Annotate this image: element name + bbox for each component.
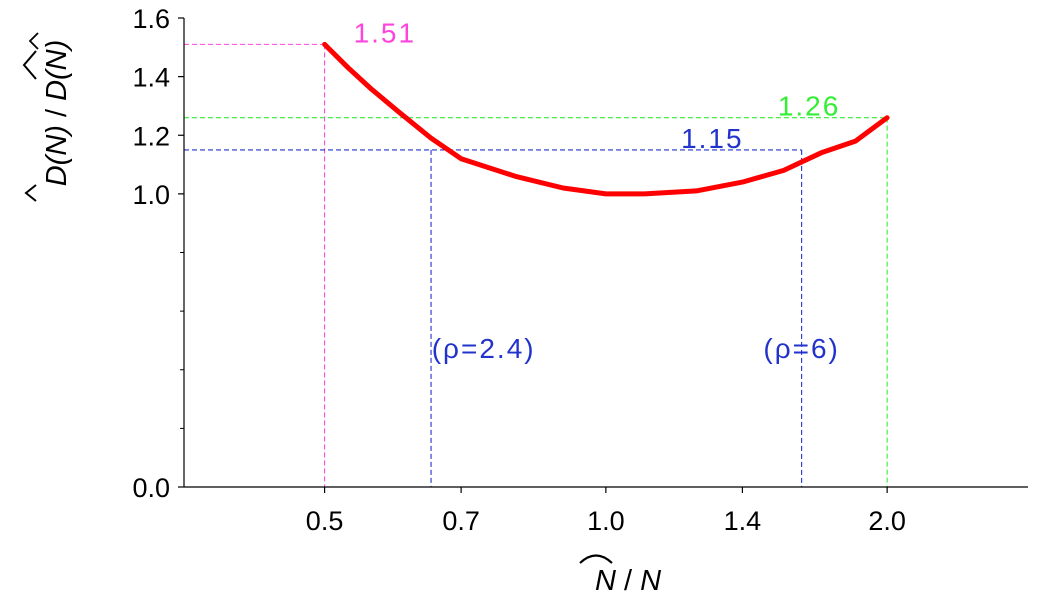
y-tick-label: 1.0 [132,180,170,210]
hat-accent [28,32,39,50]
series-layer [322,41,890,197]
y-tick-label: 1.2 [132,121,170,151]
x-tick-label: 2.0 [868,506,906,536]
x-tick-label: 1.4 [724,506,762,536]
reference-value-label: 1.26 [778,91,841,122]
ticks: 0.0 1.0 1.2 1.4 1.6 0.5 0.7 1.0 1.4 2.0 [132,4,905,536]
y-axis-title-separator: / [41,101,73,125]
y-tick-label: 0.0 [132,473,170,503]
reference-value-label: 1.51 [354,17,417,48]
axes [183,18,1028,488]
x-tick-label: 1.0 [587,506,625,536]
y-tick-label: 1.4 [132,63,170,93]
reference-lines [184,43,888,487]
hat-accent [24,184,37,202]
x-axis-title-denominator: N [640,565,661,593]
x-axis-title-separator: / [616,565,640,593]
labels: 1.51 1.15 1.26 (ρ=2.4) (ρ=6) [354,17,841,364]
rho-annotation: (ρ=6) [763,333,840,364]
y-axis-title: D(N) / D(N) [22,32,73,202]
x-axis-title-numerator: N [595,565,616,593]
rho-annotation: (ρ=2.4) [432,333,536,364]
svg-text:D(N) / D(N): D(N) / D(N) [41,40,73,187]
x-tick-label: 0.7 [442,506,480,536]
series-line [322,41,890,197]
y-axis-title-numerator: D(N) [41,125,73,186]
y-tick-label: 1.6 [132,4,170,34]
reference-value-label: 1.15 [681,123,744,154]
x-tick-label: 0.5 [306,506,344,536]
x-axis-title: N / N [579,554,661,593]
hat-accent [579,554,613,564]
y-axis-title-denominator: D(N) [41,40,73,101]
svg-text:N / N: N / N [595,565,661,593]
hat-accent [22,50,37,80]
